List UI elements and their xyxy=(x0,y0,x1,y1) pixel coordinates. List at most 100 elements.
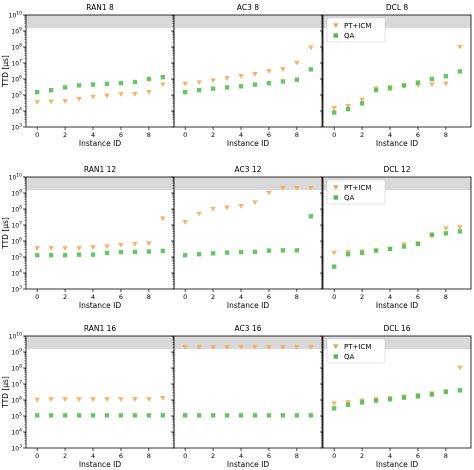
y-tick-label: 106 xyxy=(11,237,22,246)
qa-point xyxy=(160,74,166,80)
pt-icm-point xyxy=(266,344,272,350)
qa-point xyxy=(146,76,152,82)
x-tick-label: 0 xyxy=(332,293,336,301)
x-tick-label: 4 xyxy=(388,131,392,139)
x-tick-label: 8 xyxy=(444,293,448,301)
y-axis-label: TTD [μs] xyxy=(1,217,10,250)
y-tick-label: 108 xyxy=(11,43,22,52)
x-axis-label: Instance ID xyxy=(376,139,418,148)
qa-point xyxy=(331,264,337,269)
pt-icm-point xyxy=(252,200,258,206)
qa-point xyxy=(104,250,110,256)
panel-dcl-16: DCL 16 0 2 4 6 8 Instance ID PT+ICM QA xyxy=(320,324,472,469)
x-axis-label: Instance ID xyxy=(227,139,269,148)
qa-point xyxy=(401,395,407,400)
timeout-band xyxy=(26,336,174,350)
x-axis-label: Instance ID xyxy=(79,460,121,469)
panel-dcl-8: DCL 8 0 2 4 6 8 Instance ID PT+ICM QA xyxy=(320,3,472,148)
pt-icm-point xyxy=(457,365,463,371)
qa-point xyxy=(266,80,272,86)
qa-point xyxy=(62,413,68,418)
y-tick-label: 105 xyxy=(11,412,22,421)
x-tick-label: 4 xyxy=(91,131,95,139)
pt-icm-point xyxy=(457,44,463,50)
axes-frame xyxy=(25,335,175,449)
qa-point xyxy=(76,413,82,418)
pt-icm-point xyxy=(146,241,152,247)
x-tick-label: 8 xyxy=(444,131,448,139)
timeout-band xyxy=(174,15,322,29)
legend xyxy=(326,179,386,205)
pt-icm-point xyxy=(308,45,314,51)
qa-point xyxy=(210,251,216,256)
pt-icm-point xyxy=(266,190,272,196)
panel-title: DCL 8 xyxy=(386,3,409,12)
pt-icm-point xyxy=(443,226,449,232)
pt-icm-point xyxy=(238,73,244,79)
x-tick-label: 8 xyxy=(147,293,151,301)
pt-icm-point xyxy=(182,344,188,350)
x-tick-label: 2 xyxy=(211,131,215,139)
pt-icm-point xyxy=(90,245,96,250)
qa-point xyxy=(429,76,435,82)
axes-frame xyxy=(173,176,323,290)
qa-point xyxy=(345,402,351,408)
x-tick-label: 8 xyxy=(295,131,299,139)
pt-icm-point xyxy=(62,397,68,402)
axes-frame xyxy=(173,14,323,128)
x-tick-label: 2 xyxy=(360,293,364,301)
qa-point xyxy=(238,413,244,418)
pt-icm-point xyxy=(118,92,124,97)
y-axis-label: TTD [μs] xyxy=(1,376,10,409)
pt-icm-point xyxy=(104,93,110,99)
y-tick-label: 103 xyxy=(11,444,22,453)
x-tick-label: 2 xyxy=(360,131,364,139)
qa-point xyxy=(146,249,152,254)
qa-point xyxy=(160,248,166,254)
y-tick-label: 109 xyxy=(11,348,22,357)
panel-ac3-16: AC3 16 0 2 4 6 8 Instance ID xyxy=(171,324,323,469)
qa-point xyxy=(280,413,286,418)
x-tick-label: 0 xyxy=(35,452,39,460)
qa-point xyxy=(373,87,379,93)
pt-icm-point xyxy=(238,344,244,350)
qa-point xyxy=(182,89,188,95)
pt-icm-point xyxy=(160,216,166,222)
y-tick-label: 103 xyxy=(11,285,22,294)
qa-point xyxy=(359,250,365,256)
qa-point xyxy=(238,84,244,89)
y-tick-label: 104 xyxy=(11,269,22,278)
qa-point xyxy=(345,251,351,257)
x-tick-label: 0 xyxy=(35,293,39,301)
pt-icm-point xyxy=(34,397,40,403)
x-tick-label: 4 xyxy=(91,293,95,301)
qa-point xyxy=(387,397,393,402)
pt-icm-point xyxy=(457,225,463,231)
x-tick-label: 8 xyxy=(295,452,299,460)
timeout-band xyxy=(174,177,322,191)
x-tick-label: 4 xyxy=(388,452,392,460)
y-tick-label: 107 xyxy=(11,380,22,389)
qa-point xyxy=(415,394,421,399)
qa-point xyxy=(182,252,188,258)
panel-ac3-12: AC3 12 0 2 4 6 8 Instance ID xyxy=(171,165,323,310)
pt-icm-point xyxy=(280,185,286,191)
panel-ac3-8: AC3 8 0 2 4 6 8 Instance ID xyxy=(171,3,323,148)
panel-title: AC3 8 xyxy=(237,3,259,12)
pt-icm-point xyxy=(76,397,82,402)
qa-point xyxy=(210,413,216,418)
legend xyxy=(326,338,386,364)
qa-point xyxy=(196,251,202,257)
qa-point xyxy=(132,413,138,418)
x-tick-label: 8 xyxy=(295,293,299,301)
x-tick-label: 6 xyxy=(416,452,420,460)
pt-icm-point xyxy=(224,344,230,350)
qa-point xyxy=(294,413,300,418)
qa-point xyxy=(196,87,202,93)
pt-icm-point xyxy=(224,205,230,211)
pt-icm-point xyxy=(331,105,337,111)
qa-point xyxy=(401,244,407,249)
pt-icm-point xyxy=(182,219,188,225)
axes-frame xyxy=(322,176,472,290)
qa-point xyxy=(118,249,124,255)
